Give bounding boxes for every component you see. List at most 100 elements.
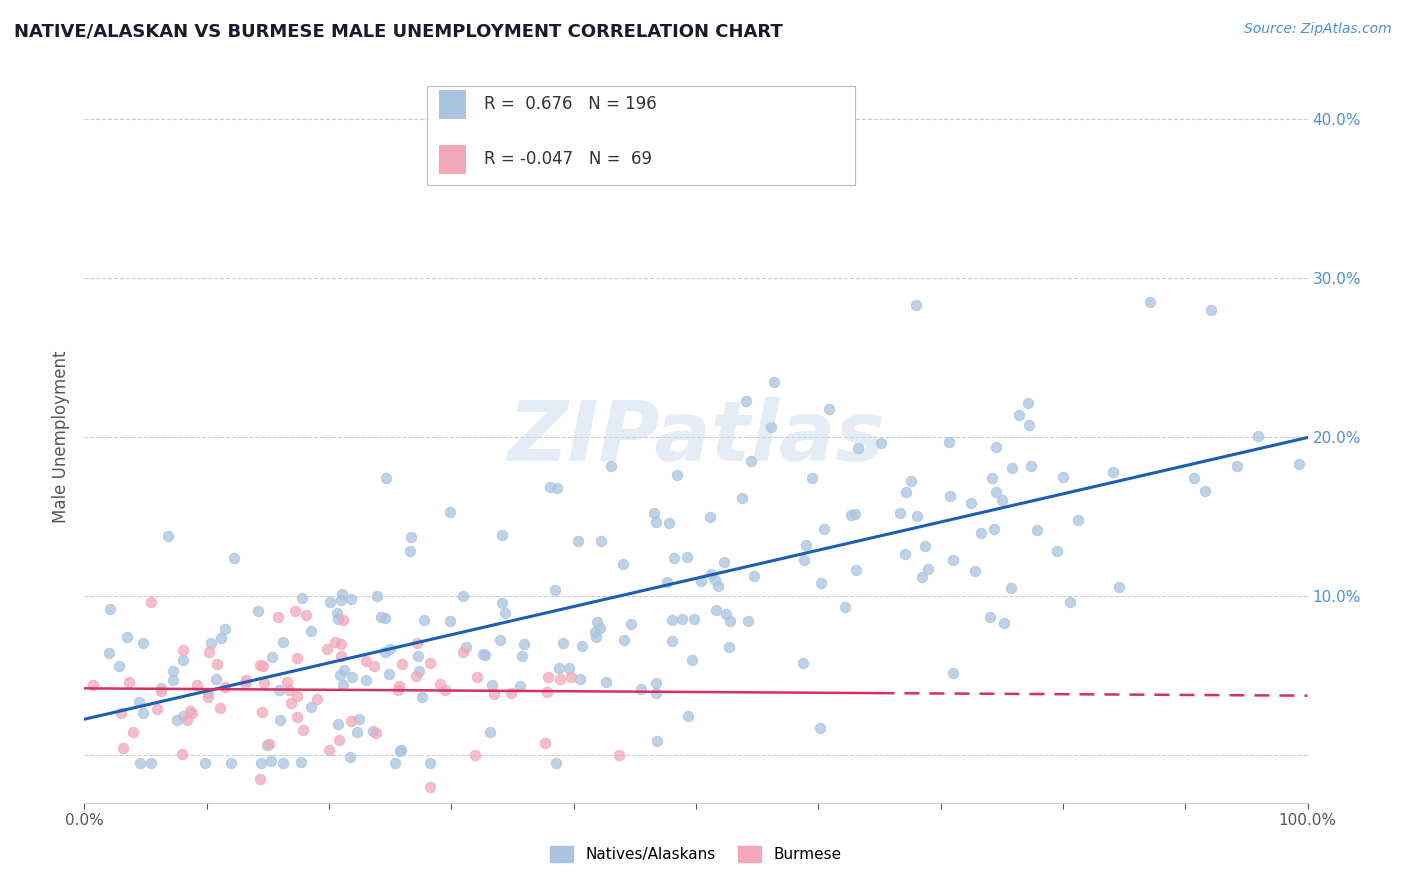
Point — [197, 686, 219, 700]
Point — [980, 471, 1002, 485]
Point — [374, 471, 396, 485]
Point — [389, 744, 412, 758]
Point — [326, 612, 349, 626]
Point — [905, 509, 928, 524]
Point — [585, 630, 607, 644]
Point — [1194, 483, 1216, 498]
Point — [1247, 429, 1270, 443]
Point — [139, 756, 162, 770]
Point — [986, 485, 1008, 500]
Point — [793, 552, 815, 566]
Point — [346, 724, 368, 739]
Point — [1007, 408, 1029, 422]
Point — [942, 553, 965, 567]
Point — [378, 641, 401, 656]
Point — [419, 656, 441, 670]
Point — [963, 564, 986, 578]
Point — [235, 673, 257, 687]
Point — [1000, 461, 1022, 475]
Point — [332, 678, 354, 692]
Point — [406, 636, 429, 650]
Point — [620, 616, 643, 631]
Point — [657, 575, 679, 590]
Point — [661, 633, 683, 648]
Point — [491, 528, 513, 542]
Point — [740, 454, 762, 468]
Point — [510, 648, 533, 663]
Point — [548, 661, 571, 675]
Point — [1182, 471, 1205, 485]
Point — [589, 621, 612, 635]
Point — [551, 636, 574, 650]
Point — [329, 592, 352, 607]
Point — [249, 772, 271, 787]
Point — [339, 750, 361, 764]
Point — [662, 550, 685, 565]
Point — [464, 748, 486, 763]
Point — [1108, 580, 1130, 594]
Text: Source: ZipAtlas.com: Source: ZipAtlas.com — [1244, 22, 1392, 37]
Point — [280, 697, 302, 711]
Point — [413, 613, 436, 627]
Point — [742, 569, 765, 583]
Point — [247, 604, 270, 618]
Point — [370, 609, 392, 624]
Point — [399, 530, 422, 544]
Point — [451, 645, 474, 659]
Point — [939, 489, 962, 503]
Point — [675, 549, 697, 564]
Point — [328, 732, 350, 747]
Point — [378, 667, 401, 681]
Point — [665, 468, 688, 483]
Point — [208, 701, 231, 715]
Point — [387, 683, 409, 698]
Point — [494, 606, 516, 620]
Point — [269, 683, 291, 698]
Point — [256, 738, 278, 752]
Y-axis label: Male Unemployment: Male Unemployment — [52, 351, 70, 524]
Point — [128, 756, 150, 770]
Point — [207, 657, 229, 672]
Point — [1139, 295, 1161, 310]
Text: ZIPatlas: ZIPatlas — [508, 397, 884, 477]
Point — [214, 622, 236, 636]
Point — [269, 713, 291, 727]
Point — [361, 724, 384, 739]
Point — [544, 583, 567, 598]
Point — [131, 636, 153, 650]
Point — [219, 756, 242, 770]
Point — [257, 738, 280, 752]
Point — [482, 686, 505, 700]
Point — [328, 717, 350, 731]
Point — [714, 607, 737, 621]
Point — [411, 690, 433, 705]
Point — [356, 673, 378, 687]
Point — [706, 603, 728, 617]
Point — [149, 681, 172, 695]
Point — [571, 640, 593, 654]
Point — [347, 712, 370, 726]
Point — [942, 666, 965, 681]
Point — [481, 678, 503, 692]
Point — [115, 630, 138, 644]
Point — [894, 485, 917, 500]
Point — [1059, 595, 1081, 609]
Point — [439, 614, 461, 628]
Point — [262, 650, 284, 665]
Point — [707, 579, 730, 593]
Point — [759, 420, 782, 434]
Point — [299, 624, 322, 638]
Point — [384, 756, 406, 770]
Bar — [427, 86, 855, 185]
Point — [690, 574, 713, 588]
Point — [834, 600, 856, 615]
Point — [718, 640, 741, 655]
Point — [363, 659, 385, 673]
Bar — [439, 90, 465, 119]
Point — [474, 648, 496, 662]
Point — [278, 682, 301, 697]
Point — [456, 640, 478, 654]
Point — [817, 402, 839, 417]
Point — [181, 706, 204, 721]
Point — [260, 754, 283, 768]
